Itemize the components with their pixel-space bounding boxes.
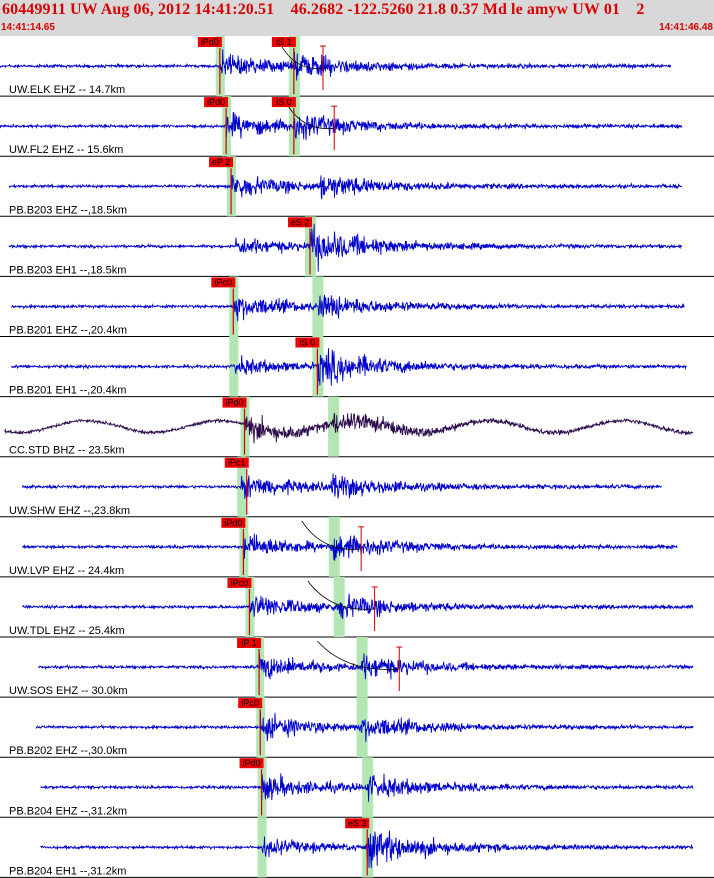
channel-label: PB.B204 EH1 --,31.2km	[9, 865, 126, 877]
channel-label: PB.B203 EHZ --,18.5km	[9, 204, 127, 216]
channel-label: UW.SHW EHZ --,23.8km	[9, 505, 130, 517]
p-pick-label-box	[197, 37, 222, 47]
p-pick-label: iPc0	[231, 578, 249, 588]
p-arrival-band	[229, 336, 239, 397]
s-pick-label-box	[271, 97, 296, 108]
waveform-trace	[8, 174, 683, 200]
trace-panel: iPc0 PB.B201 EHZ --,20.4km	[0, 276, 714, 337]
waveform-trace	[22, 533, 678, 561]
start-time-label: 14:41:14.65	[1, 22, 55, 33]
p-pick-label: iPc0	[215, 277, 233, 287]
channel-label: UW.TDL EHZ -- 25.4km	[9, 625, 125, 637]
trace-panel: iPd0 CC.STD BHZ -- 23.5km	[0, 396, 714, 458]
waveform-trace	[21, 473, 662, 500]
p-pick-label-box	[211, 277, 236, 288]
waveform-trace	[11, 348, 687, 388]
trace-panel: eP 2 PB.B203 EHZ --,18.5km	[0, 156, 714, 217]
p-pick-label: iPd0	[207, 97, 225, 107]
s-pick-label-box	[345, 818, 370, 829]
s-pick-label: iS 1	[276, 37, 292, 47]
channel-label: PB.B203 EH1 --,18.5km	[9, 264, 126, 276]
channel-label: PB.B202 EHZ --,30.0km	[9, 745, 127, 757]
p-pick-label: iP 1	[241, 638, 256, 648]
p-pick-label: iPd0	[201, 37, 219, 47]
s-pick-label: iS 0	[276, 97, 292, 107]
theoretical-arrival-curve	[317, 640, 400, 670]
header-bar: 60449911 UW Aug 06, 2012 14:41:20.51 46.…	[0, 0, 714, 36]
p-pick-label: eP 2	[212, 157, 230, 167]
waveform-trace	[8, 223, 683, 272]
p-pick-label-box	[238, 698, 263, 709]
p-pick-label-box	[224, 457, 249, 468]
trace-panel: iS 0 PB.B201 EH1 --,20.4km	[0, 336, 714, 398]
channel-label: CC.STD BHZ -- 23.5km	[9, 445, 125, 457]
p-pick-label-box	[237, 638, 262, 648]
p-pick-label-box	[204, 97, 229, 108]
p-pick-label: iPd0	[225, 398, 243, 408]
waveform-trace	[0, 111, 683, 141]
channel-label: UW.LVP EHZ -- 24.4km	[9, 565, 124, 577]
channel-label: UW.FL2 EHZ -- 15.6km	[9, 144, 123, 156]
p-pick-label: iPc1	[228, 458, 246, 468]
event-title: 60449911 UW Aug 06, 2012 14:41:20.51 46.…	[2, 1, 645, 18]
theoretical-arrival-curve	[307, 580, 375, 610]
trace-panel: iPc1 UW.SHW EHZ --,23.8km	[0, 456, 714, 518]
s-pick-label: iS 0	[300, 338, 316, 348]
trace-panel: iPd0 PB.B204 EHZ --,31.2km	[0, 757, 714, 818]
channel-label: PB.B201 EH1 --,20.4km	[9, 385, 126, 397]
p-pick-label-box	[221, 517, 246, 528]
trace-panel: iPc0 UW.TDL EHZ -- 25.4km	[0, 576, 714, 638]
trace-panel: eS 3 PB.B204 EH1 --,31.2km	[0, 817, 714, 878]
trace-panel: eS 2 PB.B203 EH1 --,18.5km	[0, 216, 714, 277]
channel-label: PB.B204 EHZ --,31.2km	[9, 805, 127, 817]
trace-panel: iPc0 PB.B202 EHZ --,30.0km	[0, 697, 714, 758]
waveform-trace	[37, 653, 694, 680]
waveform-trace	[22, 593, 694, 620]
waveform-trace	[0, 49, 672, 81]
waveform-trace	[35, 711, 694, 742]
p-pick-label: iPc0	[241, 698, 259, 708]
end-time-label: 14:41:46.48	[659, 22, 713, 33]
p-pick-label-box	[227, 577, 252, 588]
channel-label: UW.SOS EHZ -- 30.0km	[9, 685, 128, 697]
channel-label: UW.ELK EHZ -- 14.7km	[9, 84, 125, 96]
theoretical-arrival-curve	[301, 520, 362, 550]
waveform-trace	[40, 773, 694, 802]
s-pick-label-box	[288, 217, 313, 228]
p-pick-label: iPd0	[243, 758, 261, 768]
p-arrival-band	[237, 456, 247, 517]
p-pick-label: iPd0	[224, 518, 242, 528]
seismogram-plot: iPd0 iS 1 UW.ELK EHZ -- 14.7km iPd0 iS 0 UW.F…	[0, 36, 714, 878]
p-pick-label-box	[239, 758, 264, 769]
trace-panel: iPd0 iS 1 UW.ELK EHZ -- 14.7km	[0, 36, 714, 97]
s-pick-label-box	[295, 337, 320, 348]
waveform-trace	[11, 294, 685, 322]
trace-panel: iP 1 UW.SOS EHZ -- 30.0km	[0, 637, 714, 698]
s-pick-label-box	[271, 37, 296, 47]
s-pick-label: eS 2	[291, 217, 310, 227]
p-pick-label-box	[222, 397, 247, 408]
s-pick-label: eS 3	[348, 818, 367, 828]
p-pick-label-box	[209, 157, 234, 168]
trace-panel: iPd0 iS 0 UW.FL2 EHZ -- 15.6km	[0, 96, 714, 157]
channel-label: PB.B201 EHZ --,20.4km	[9, 325, 127, 337]
trace-panel: iPd0 UW.LVP EHZ -- 24.4km	[0, 516, 714, 578]
waveform-trace	[4, 413, 694, 444]
